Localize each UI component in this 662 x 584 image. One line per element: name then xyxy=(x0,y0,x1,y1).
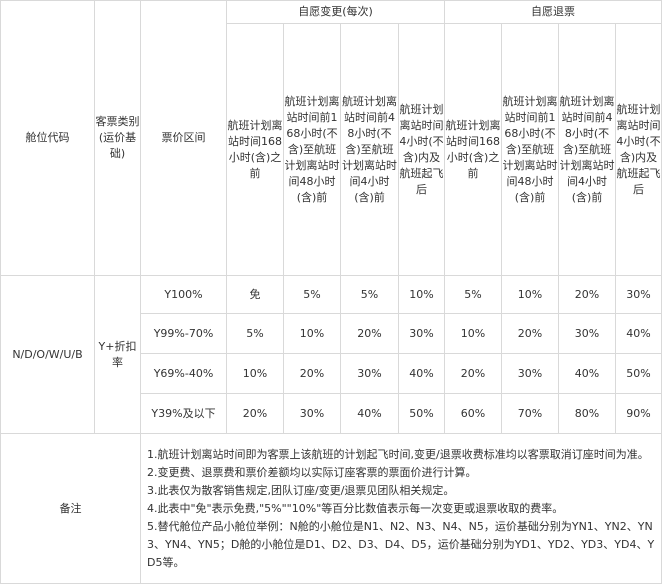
refund-fee-cell: 20% xyxy=(558,275,617,314)
header-change-period-4: 航班计划离站时间4小时(不含)内及航班起飞后 xyxy=(397,23,446,276)
fare-cell: Y99%-70% xyxy=(140,313,227,354)
notes-content: 1.航班计划离站时间即为客票上该航班的计划起飞时间,变更/退票收费标准均以客票取… xyxy=(139,433,662,584)
header-ticket-type: 客票类别(运价基础) xyxy=(94,0,141,276)
header-voluntary-refund: 自愿退票 xyxy=(444,0,662,24)
note-item: 4.此表中"免"表示免费,"5%""10%"等百分比数值表示每一次变更或退票收取… xyxy=(147,501,564,515)
refund-fee-cell: 60% xyxy=(444,393,503,434)
refund-fee-cell: 10% xyxy=(501,275,560,314)
table-row: N/D/O/W/U/B Y+折扣率 Y100% 免 5% 5% 10% 5% 1… xyxy=(0,275,662,434)
refund-fee-cell: 70% xyxy=(501,393,560,434)
header-refund-period-2: 航班计划离站时间前168小时(不含)至航班计划离站时间48小时(含)前 xyxy=(501,23,560,276)
refund-fee-cell: 90% xyxy=(615,393,662,434)
note-item: 2.变更费、退票费和票价差额均以实际订座客票的票面价进行计算。 xyxy=(147,465,477,479)
table-row: Y69%-40% 10% 20% 30% 40% 20% 30% 40% 50% xyxy=(1,353,662,394)
change-fee-cell: 40% xyxy=(340,393,399,434)
refund-fee-cell: 30% xyxy=(558,313,617,354)
change-fee-cell: 40% xyxy=(397,353,446,394)
refund-fee-cell: 20% xyxy=(501,313,560,354)
header-refund-period-4: 航班计划离站时间4小时(不含)内及航班起飞后 xyxy=(615,23,662,276)
change-fee-cell: 10% xyxy=(226,353,284,394)
change-fee-cell: 20% xyxy=(283,353,341,394)
refund-fee-cell: 40% xyxy=(558,353,617,394)
change-fee-cell: 20% xyxy=(340,313,399,354)
refund-fee-cell: 40% xyxy=(615,313,662,354)
header-refund-period-1: 航班计划离站时间168小时(含)之前 xyxy=(444,23,503,276)
header-change-period-1: 航班计划离站时间168小时(含)之前 xyxy=(226,23,284,276)
change-fee-cell: 10% xyxy=(283,313,341,354)
fare-cell: Y69%-40% xyxy=(140,353,227,394)
refund-fee-cell: 80% xyxy=(558,393,617,434)
header-change-period-2: 航班计划离站时间前168小时(不含)至航班计划离站时间48小时(含)前 xyxy=(283,23,341,276)
header-fare-range: 票价区间 xyxy=(140,0,227,276)
change-fee-cell: 30% xyxy=(340,353,399,394)
refund-fee-cell: 50% xyxy=(615,353,662,394)
refund-fee-cell: 10% xyxy=(444,313,503,354)
cabin-codes-cell: N/D/O/W/U/B xyxy=(0,275,95,434)
note-item: 1.航班计划离站时间即为客票上该航班的计划起飞时间,变更/退票收费标准均以客票取… xyxy=(147,447,649,461)
header-refund-period-3: 航班计划离站时间前48小时(不含)至航班计划离站时间4小时(含)前 xyxy=(558,23,617,276)
notes-row: 备注 1.航班计划离站时间即为客票上该航班的计划起飞时间,变更/退票收费标准均以… xyxy=(0,433,662,584)
refund-fee-cell: 20% xyxy=(444,353,503,394)
header-change-period-3: 航班计划离站时间前48小时(不含)至航班计划离站时间4小时(含)前 xyxy=(340,23,399,276)
note-item: 5.替代舱位产品小舱位举例：N舱的小舱位是N1、N2、N3、N4、N5，运价基础… xyxy=(147,519,655,569)
change-fee-cell: 30% xyxy=(397,313,446,354)
change-fee-cell: 5% xyxy=(340,275,399,314)
ticket-type-cell: Y+折扣率 xyxy=(94,275,141,434)
note-item: 3.此表仅为散客销售规定,团队订座/变更/退票见团队相关规定。 xyxy=(147,483,455,497)
change-fee-cell: 50% xyxy=(397,393,446,434)
header-cabin-code: 舱位代码 xyxy=(0,0,95,276)
change-fee-cell: 免 xyxy=(226,275,284,314)
table-row: Y39%及以下 20% 30% 40% 50% 60% 70% 80% 90% xyxy=(1,393,662,434)
change-fee-cell: 10% xyxy=(397,275,446,314)
fare-cell: Y39%及以下 xyxy=(140,393,227,434)
refund-fee-cell: 5% xyxy=(444,275,503,314)
header-voluntary-change: 自愿变更(每次) xyxy=(225,0,446,24)
table-row: Y99%-70% 5% 10% 20% 30% 10% 20% 30% 40% xyxy=(1,313,662,354)
change-fee-cell: 5% xyxy=(226,313,284,354)
change-fee-cell: 30% xyxy=(283,393,341,434)
refund-fee-cell: 30% xyxy=(615,275,662,314)
refund-fee-cell: 30% xyxy=(501,353,560,394)
fare-cell: Y100% xyxy=(140,275,227,314)
change-fee-cell: 5% xyxy=(283,275,341,314)
notes-label: 备注 xyxy=(0,433,141,584)
change-fee-cell: 20% xyxy=(226,393,284,434)
